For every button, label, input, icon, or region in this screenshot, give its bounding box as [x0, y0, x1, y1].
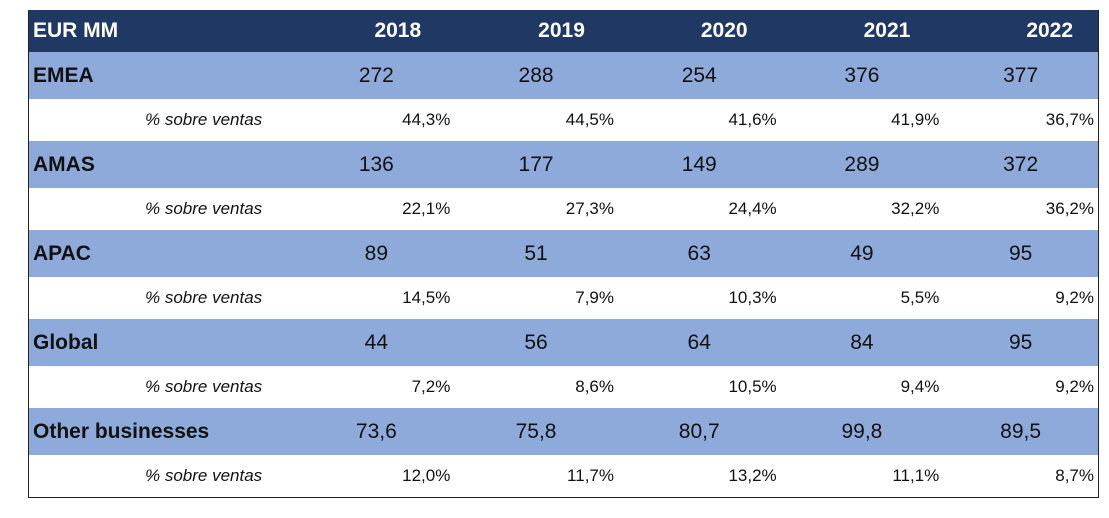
pct-value: 8,7% [1055, 466, 1094, 485]
pct-row-global: % sobre ventas 7,2% 8,6% 10,5% 9,4% 9,2% [29, 366, 1098, 408]
segment-value: 272 [358, 63, 394, 87]
pct-value: 5,5% [900, 288, 940, 307]
header-unit-label: EUR MM [33, 19, 119, 42]
segment-row-amas: AMAS 136 177 149 289 372 [29, 141, 1098, 188]
segment-value: 84 [850, 330, 874, 354]
pct-label: % sobre ventas [145, 199, 263, 218]
segment-value: 73,6 [355, 419, 397, 443]
pct-value: 22,1% [402, 199, 451, 218]
segment-value: 80,7 [678, 419, 720, 443]
pct-value: 9,2% [1055, 377, 1094, 396]
financial-table: EUR MM 2018 2019 2020 2021 2022 EMEA 272… [28, 10, 1099, 498]
pct-value: 9,2% [1055, 288, 1094, 307]
pct-value: 10,3% [728, 288, 777, 307]
segment-value: 149 [681, 152, 717, 176]
pct-value: 14,5% [402, 288, 451, 307]
segment-value: 89 [364, 241, 389, 265]
segment-value: 177 [518, 152, 554, 176]
segment-value: 288 [518, 63, 554, 87]
pct-value: 7,9% [575, 288, 614, 307]
table-header-row: EUR MM 2018 2019 2020 2021 2022 [29, 10, 1098, 52]
pct-value: 41,6% [728, 110, 777, 129]
segment-row-global: Global 44 56 64 84 95 [29, 319, 1098, 366]
segment-row-apac: APAC 89 51 63 49 95 [29, 230, 1098, 277]
pct-value: 10,5% [728, 377, 777, 396]
pct-value: 41,9% [891, 110, 940, 129]
segment-value: 63 [687, 241, 711, 265]
segment-name: Other businesses [33, 419, 210, 443]
pct-value: 24,4% [728, 199, 777, 218]
segment-value: 377 [1003, 63, 1039, 87]
pct-value: 12,0% [402, 466, 451, 485]
segment-value: 376 [844, 63, 880, 87]
pct-row-apac: % sobre ventas 14,5% 7,9% 10,3% 5,5% 9,2… [29, 277, 1098, 319]
pct-value: 27,3% [565, 199, 614, 218]
segment-value: 75,8 [515, 419, 557, 443]
segment-value: 254 [681, 63, 717, 87]
pct-row-emea: % sobre ventas 44,3% 44,5% 41,6% 41,9% 3… [29, 99, 1098, 141]
header-year: 2021 [863, 19, 911, 42]
pct-value: 11,7% [567, 466, 614, 485]
pct-value: 44,5% [565, 110, 614, 129]
segment-value: 89,5 [1000, 419, 1042, 443]
pct-value: 36,7% [1045, 110, 1094, 129]
segment-name: AMAS [33, 152, 95, 176]
pct-value: 7,2% [411, 377, 451, 396]
segment-value: 44 [364, 330, 389, 354]
pct-value: 13,2% [728, 466, 777, 485]
segment-value: 64 [687, 330, 711, 354]
segment-value: 51 [524, 241, 548, 265]
pct-row-amas: % sobre ventas 22,1% 27,3% 24,4% 32,2% 3… [29, 188, 1098, 230]
pct-label: % sobre ventas [145, 110, 263, 129]
pct-row-other-businesses: % sobre ventas 12,0% 11,7% 13,2% 11,1% 8… [29, 455, 1098, 497]
segment-value: 49 [850, 241, 874, 265]
segment-name: Global [33, 330, 99, 354]
header-year: 2022 [1026, 19, 1074, 42]
pct-label: % sobre ventas [145, 288, 263, 307]
pct-label: % sobre ventas [145, 377, 263, 396]
segment-value: 372 [1003, 152, 1039, 176]
segment-row-emea: EMEA 272 288 254 376 377 [29, 52, 1098, 99]
segment-row-other-businesses: Other businesses 73,6 75,8 80,7 99,8 89,… [29, 408, 1098, 455]
pct-value: 8,6% [575, 377, 614, 396]
pct-value: 44,3% [402, 110, 451, 129]
segment-value: 289 [844, 152, 880, 176]
header-year: 2020 [700, 19, 748, 42]
segment-value: 136 [358, 152, 394, 176]
pct-label: % sobre ventas [145, 466, 263, 485]
segment-value: 56 [524, 330, 548, 354]
segment-value: 99,8 [841, 419, 883, 443]
segment-name: APAC [33, 241, 91, 265]
segment-value: 95 [1008, 330, 1033, 354]
header-year: 2018 [374, 19, 422, 42]
pct-value: 32,2% [891, 199, 940, 218]
header-year: 2019 [538, 19, 585, 42]
pct-value: 9,4% [900, 377, 940, 396]
pct-value: 11,1% [892, 466, 940, 485]
pct-value: 36,2% [1045, 199, 1094, 218]
segment-value: 95 [1008, 241, 1033, 265]
segment-name: EMEA [33, 63, 94, 87]
